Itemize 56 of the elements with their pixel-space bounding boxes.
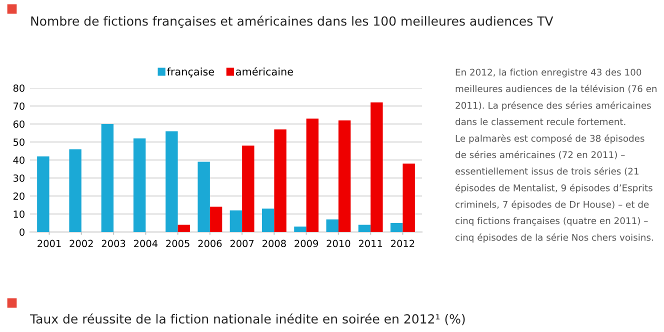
x-tick-label: 2011 xyxy=(358,240,382,248)
x-tick-label: 2006 xyxy=(198,240,222,248)
text: cinq épisodes de la série Nos chers voisins. xyxy=(456,233,653,243)
bar xyxy=(274,129,286,232)
text: dans le classement recule fortement. xyxy=(456,118,626,126)
text: 2011). La présence des séries américaines xyxy=(456,101,651,111)
x-tick-label: 2012 xyxy=(391,240,414,248)
text: cinq fictions françaises (quatre en 2011) – xyxy=(456,217,648,226)
bar xyxy=(69,149,82,232)
x-tick-label: 2005 xyxy=(166,240,190,248)
bar xyxy=(166,131,178,232)
x-tick-label: 2003 xyxy=(102,240,126,248)
text: En 2012, la fiction enregistre 43 des 100 xyxy=(456,68,642,78)
text: de séries américaines (72 en 2011) – xyxy=(456,150,625,160)
bar xyxy=(338,120,351,232)
x-tick-label: 2002 xyxy=(70,240,93,248)
x-tick-label: 2007 xyxy=(230,240,254,248)
y-tick-label: 10 xyxy=(14,210,24,218)
x-tick-label: 2009 xyxy=(294,240,318,248)
bar xyxy=(306,118,319,232)
bar xyxy=(326,219,338,232)
bar xyxy=(402,164,415,232)
text: criminels, 7 épisodes de Dr House) – et de xyxy=(456,200,649,210)
y-tick-label: 40 xyxy=(13,156,24,164)
y-tick-label: 0 xyxy=(20,228,24,236)
y-tick-label: 70 xyxy=(14,102,24,110)
y-tick-label: 30 xyxy=(14,174,24,182)
bar xyxy=(198,162,210,232)
bar xyxy=(178,224,190,232)
x-tick-label: 2008 xyxy=(262,240,286,248)
x-tick-label: 2004 xyxy=(134,240,158,248)
bar xyxy=(294,226,306,232)
y-tick-label: 60 xyxy=(13,120,24,128)
text: épisodes de Mentalist, 9 épisodes d’Esprits xyxy=(456,184,652,194)
bar xyxy=(101,124,114,232)
bar xyxy=(262,208,274,232)
y-tick-label: 20 xyxy=(13,192,24,200)
bar xyxy=(242,146,254,232)
x-tick-label: 2010 xyxy=(326,240,350,248)
bar xyxy=(230,210,242,232)
chart-title: Nombre de fictions françaises et américaines dans les 100 meilleures audiences TV xyxy=(31,16,554,28)
bar xyxy=(37,156,50,232)
legend-label: américaine xyxy=(236,67,293,76)
text: meilleures audiences de la télévision (76 en xyxy=(456,84,656,94)
x-tick-label: 2001 xyxy=(38,240,61,248)
bar xyxy=(370,102,383,232)
bar xyxy=(390,223,403,232)
text: Taux de réussite de la fiction nationale inédite en soirée en 2012¹ (%) xyxy=(30,313,465,326)
bar xyxy=(210,206,222,232)
legend-label: française xyxy=(167,68,214,78)
bar xyxy=(133,138,146,232)
text: Le palmarès est composé de 38 épisodes xyxy=(456,134,644,144)
y-tick-label: 80 xyxy=(13,84,24,92)
bar xyxy=(358,224,371,232)
y-tick-label: 50 xyxy=(14,138,24,146)
text: essentiellement issus de trois séries (21 xyxy=(456,167,638,176)
